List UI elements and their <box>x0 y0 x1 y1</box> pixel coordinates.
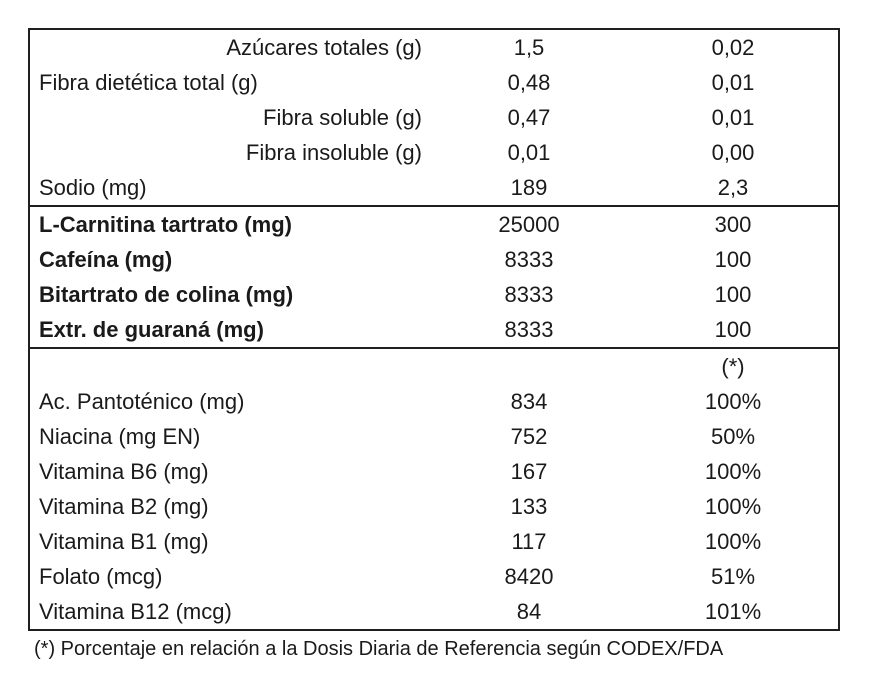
nutrient-label: Bitartrato de colina (mg) <box>39 282 294 307</box>
amount-value: 189 <box>510 175 548 200</box>
amount-value: 117 <box>511 529 547 554</box>
nutrient-label: Vitamina B2 (mg) <box>39 494 209 519</box>
percent-value: 100% <box>704 529 762 554</box>
secondary-value: 100 <box>714 317 752 342</box>
asterisk-marker: (*) <box>721 354 745 379</box>
secondary-value: 0,02 <box>711 35 755 60</box>
amount-value: 8333 <box>504 247 554 272</box>
percent-value: 50% <box>710 424 756 449</box>
footnote: (*) Porcentaje en relación a la Dosis Di… <box>34 638 724 660</box>
percent-value: 100% <box>704 459 762 484</box>
nutrient-label: Ac. Pantoténico (mg) <box>39 389 245 414</box>
nutrient-label: Folato (mcg) <box>39 564 163 589</box>
secondary-value: 0,01 <box>711 105 755 130</box>
table-row: Extr. de guaraná (mg) 8333 100 <box>30 312 838 347</box>
table-row: Cafeína (mg) 8333 100 <box>30 242 838 277</box>
nutrient-label <box>30 349 430 384</box>
secondary-value: 2,3 <box>717 175 749 200</box>
amount-value: 84 <box>516 599 542 624</box>
secondary-value: 100 <box>714 247 752 272</box>
nutrient-label: Fibra insoluble (g) <box>245 140 422 165</box>
amount-value: 0,01 <box>507 140 551 165</box>
amount-value: 8420 <box>504 564 554 589</box>
nutrient-label: Vitamina B6 (mg) <box>39 459 209 484</box>
secondary-value: 0,01 <box>711 70 755 95</box>
nutrient-label: Fibra soluble (g) <box>263 105 422 130</box>
table-row: Niacina (mg EN) 752 50% <box>30 419 838 454</box>
nutrient-label: Vitamina B12 (mcg) <box>39 599 232 624</box>
amount-value: 25000 <box>498 212 560 237</box>
percent-value: 100% <box>704 494 762 519</box>
table-row: Sodio (mg) 189 2,3 <box>30 170 838 205</box>
percent-value: 51% <box>710 564 756 589</box>
amount-value: 0,48 <box>507 70 551 95</box>
table-row: Vitamina B2 (mg) 133 100% <box>30 489 838 524</box>
nutrient-label: L-Carnitina tartrato (mg) <box>39 212 292 237</box>
nutrient-label: Cafeína (mg) <box>39 247 173 272</box>
secondary-value: 0,00 <box>711 140 755 165</box>
nutrition-table: Azúcares totales (g) 1,5 0,02 Fibra diet… <box>28 28 840 631</box>
nutrient-label: Azúcares totales (g) <box>226 35 422 60</box>
nutrient-label: Sodio (mg) <box>39 175 147 200</box>
nutrient-label: Extr. de guaraná (mg) <box>39 317 264 342</box>
amount-value: 1,5 <box>513 35 545 60</box>
table-row: Vitamina B1 (mg) 117 100% <box>30 524 838 559</box>
table-row: Fibra soluble (g) 0,47 0,01 <box>30 100 838 135</box>
table-row: Ac. Pantoténico (mg) 834 100% <box>30 384 838 419</box>
amount-value: 752 <box>510 424 548 449</box>
amount-value: 167 <box>510 459 548 484</box>
nutrient-label: Niacina (mg EN) <box>39 424 201 449</box>
percent-value: 101% <box>704 599 762 624</box>
amount-value: 133 <box>510 494 548 519</box>
percent-value: 100% <box>704 389 762 414</box>
amount-value: 8333 <box>504 282 554 307</box>
table-row: Vitamina B6 (mg) 167 100% <box>30 454 838 489</box>
table-row: (*) <box>30 347 838 384</box>
amount-value: 834 <box>510 389 548 414</box>
secondary-value: 100 <box>714 282 752 307</box>
amount-value: 8333 <box>504 317 554 342</box>
table-row: Vitamina B12 (mcg) 84 101% <box>30 594 838 629</box>
secondary-value: 300 <box>714 212 752 237</box>
amount-value <box>430 349 628 384</box>
table-row: Folato (mcg) 8420 51% <box>30 559 838 594</box>
nutrient-label: Vitamina B1 (mg) <box>39 529 209 554</box>
table-row: L-Carnitina tartrato (mg) 25000 300 <box>30 205 838 242</box>
nutrient-label: Fibra dietética total (g) <box>39 70 258 95</box>
table-row: Fibra insoluble (g) 0,01 0,00 <box>30 135 838 170</box>
table-row: Bitartrato de colina (mg) 8333 100 <box>30 277 838 312</box>
table-row: Azúcares totales (g) 1,5 0,02 <box>30 30 838 65</box>
amount-value: 0,47 <box>507 105 551 130</box>
table-row: Fibra dietética total (g) 0,48 0,01 <box>30 65 838 100</box>
